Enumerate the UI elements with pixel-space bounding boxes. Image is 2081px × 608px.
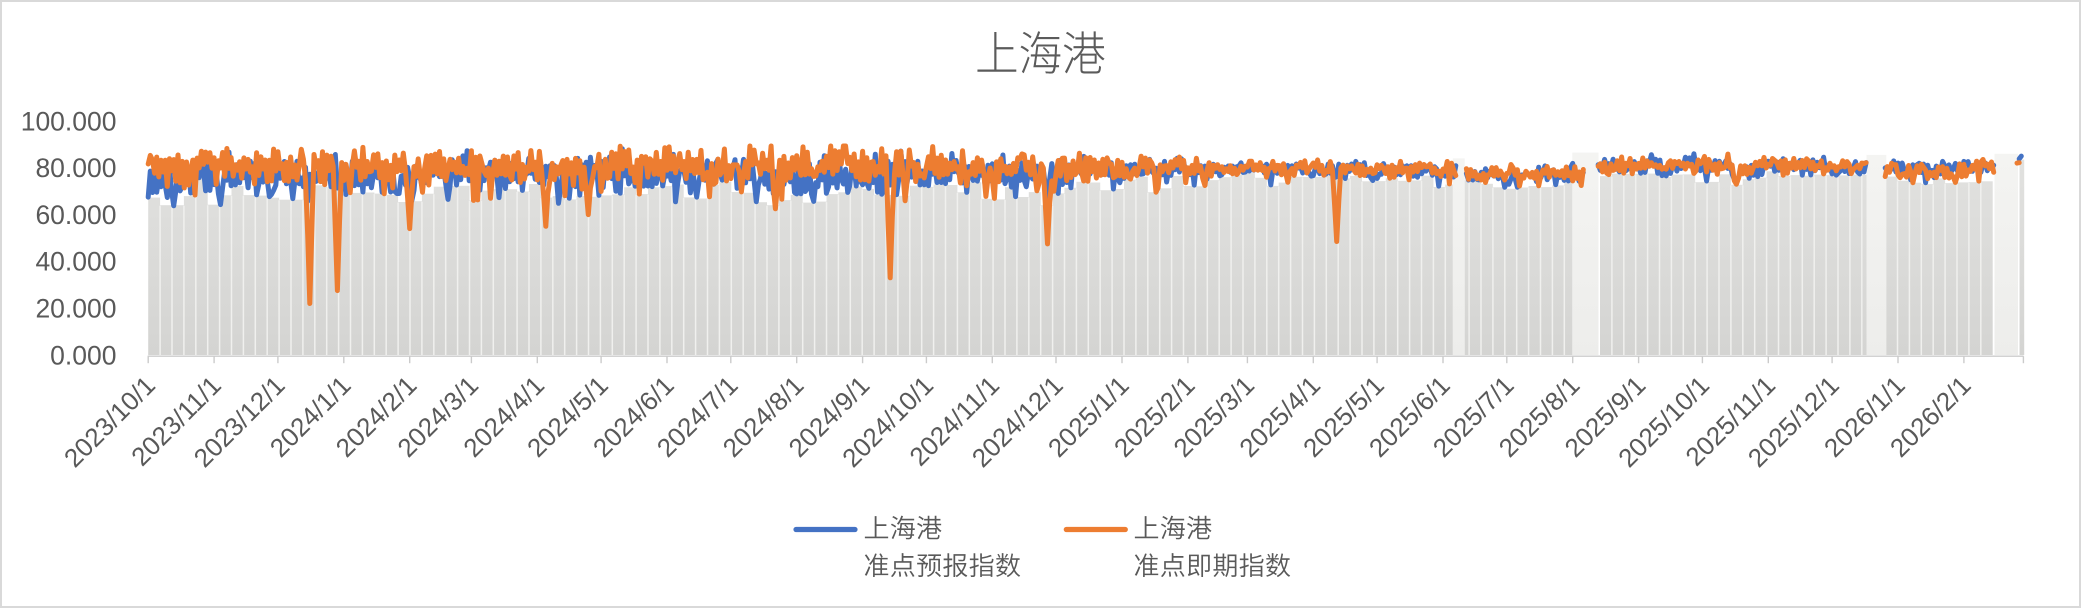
svg-text:20.000: 20.000 (35, 294, 116, 324)
svg-text:80.000: 80.000 (35, 153, 116, 183)
svg-text:60.000: 60.000 (35, 200, 116, 230)
svg-text:40.000: 40.000 (35, 247, 116, 277)
svg-text:0.000: 0.000 (50, 340, 116, 370)
svg-text:100.000: 100.000 (21, 106, 117, 136)
